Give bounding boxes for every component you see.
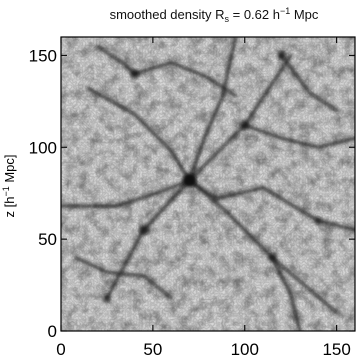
x-axis-ticks: 0 50 100 150 <box>56 37 351 359</box>
density-node-6 <box>102 293 111 302</box>
chart-title-value: = 0.62 h <box>229 7 280 22</box>
x-tick-label-0: 0 <box>56 340 65 359</box>
density-node-5 <box>277 51 286 60</box>
chart-title-main: smoothed density R <box>110 7 225 22</box>
density-node-3 <box>267 253 277 262</box>
chart-title-superscript: −1 <box>280 6 290 16</box>
filament-5-core <box>189 179 355 231</box>
y-tick-label-1: 50 <box>38 230 57 249</box>
y-axis-ticks: 0 50 100 150 <box>29 46 355 341</box>
y-axis-label-superscript: −1 <box>1 186 11 196</box>
filament-7-core <box>75 256 172 299</box>
node-layer <box>102 51 323 302</box>
density-node-0 <box>182 173 197 188</box>
filament-layer <box>61 37 355 331</box>
filament-3-core <box>189 37 237 181</box>
density-field <box>61 37 355 331</box>
filament-8-core <box>244 124 355 148</box>
filament-4-core <box>88 87 191 181</box>
chart-title-unit: Mpc <box>290 7 319 22</box>
y-axis-label-main: z [h <box>2 197 17 218</box>
filament-9-core <box>280 54 338 112</box>
filament-11-core <box>271 256 301 331</box>
density-node-7 <box>314 216 323 225</box>
chart-title: smoothed density Rs = 0.62 h−1 Mpc <box>110 6 319 24</box>
x-tick-label-3: 150 <box>322 340 350 359</box>
x-tick-label-2: 100 <box>231 340 259 359</box>
y-tick-label-2: 100 <box>29 138 57 157</box>
y-tick-label-3: 150 <box>29 46 57 65</box>
density-node-2 <box>240 120 250 130</box>
y-axis-label-unit: Mpc] <box>2 154 17 186</box>
filament-6-core <box>133 62 237 97</box>
density-node-4 <box>130 69 139 79</box>
plot-frame <box>60 36 356 332</box>
y-axis-label: z [h−1 Mpc] <box>1 154 17 217</box>
density-node-1 <box>138 224 149 235</box>
y-tick-label-0: 0 <box>48 322 57 341</box>
filament-1-core <box>61 179 191 207</box>
x-tick-label-1: 50 <box>143 340 162 359</box>
chart-title-subscript: s <box>225 14 230 24</box>
